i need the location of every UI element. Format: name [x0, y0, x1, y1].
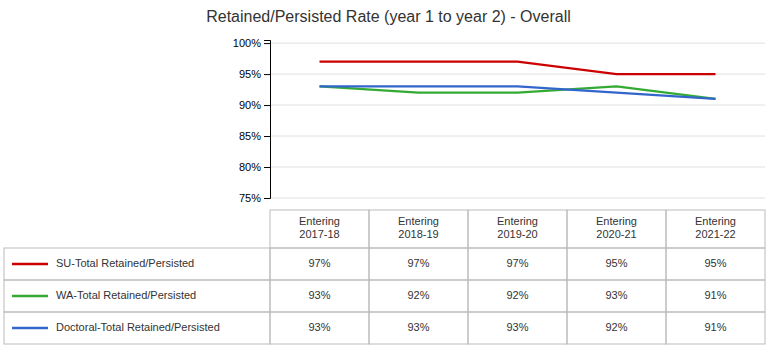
grid: [270, 43, 765, 198]
column-header: Entering2021-22: [695, 215, 736, 240]
column-header-line: Entering: [497, 215, 538, 227]
legend-entry: Doctoral-Total Retained/Persisted: [56, 321, 220, 333]
table-value: 93%: [605, 289, 627, 301]
y-tick-label: 85%: [239, 130, 261, 142]
table-cell: [468, 210, 567, 248]
y-tick-mark: [264, 74, 270, 75]
table-cell: [567, 280, 666, 312]
table-cell: [270, 280, 369, 312]
grid-line: [270, 43, 765, 44]
title: Retained/Persisted Rate (year 1 to year …: [206, 8, 571, 25]
table-cell: [567, 312, 666, 344]
table-cell: [369, 312, 468, 344]
legend-entry: WA-Total Retained/Persisted: [56, 289, 196, 301]
table-value: 91%: [704, 321, 726, 333]
table-value: 93%: [506, 321, 528, 333]
table-cell: [666, 248, 765, 280]
table-cell: [666, 280, 765, 312]
grid-line: [270, 105, 765, 106]
y-tick-label: 80%: [239, 161, 261, 173]
grid-line: [270, 198, 765, 199]
legend-entry: SU-Total Retained/Persisted: [56, 257, 194, 269]
y-tick: 95%: [239, 68, 270, 80]
column-header-line: Entering: [596, 215, 637, 227]
table-value: 93%: [308, 321, 330, 333]
table-cell: [270, 248, 369, 280]
y-tick: 80%: [239, 161, 270, 173]
table-value: 95%: [704, 257, 726, 269]
y-tick-mark: [264, 105, 270, 106]
y-tick-mark: [264, 167, 270, 168]
legend-swatch: [12, 295, 48, 298]
y-tick-label: 100%: [233, 37, 261, 49]
table-cell: [468, 248, 567, 280]
table-cell: [270, 210, 369, 248]
y-axis: 75% 80% 85% 90% 95% 100%: [233, 37, 271, 204]
y-tick: 85%: [239, 130, 270, 142]
legend-swatch: [12, 263, 48, 266]
y-tick-mark: [264, 43, 270, 44]
column-header: Entering2018-19: [398, 215, 439, 240]
y-axis-line: [264, 41, 271, 199]
table-cell: [4, 280, 270, 312]
table-cell: [4, 312, 270, 344]
table-cell: [666, 312, 765, 344]
y-tick-label: 75%: [239, 192, 261, 204]
column-header-line: Entering: [299, 215, 340, 227]
table-value: 91%: [704, 289, 726, 301]
table-cell: [369, 280, 468, 312]
y-tick: 75%: [239, 192, 270, 204]
y-tick: 100%: [233, 37, 270, 49]
series-line: [320, 86, 716, 98]
table-cell: [567, 210, 666, 248]
table-value: 92%: [407, 289, 429, 301]
table-cell: [270, 312, 369, 344]
column-header-line: 2021-22: [695, 228, 735, 240]
table-cell: [4, 248, 270, 280]
table-value: 93%: [407, 321, 429, 333]
table-value: 95%: [605, 257, 627, 269]
column-header: Entering2017-18: [299, 215, 340, 240]
background: [0, 0, 777, 349]
grid-line: [270, 136, 765, 137]
series-line: [320, 62, 716, 74]
column-header: Entering2019-20: [497, 215, 538, 240]
table: Entering2017-18Entering2018-19Entering20…: [4, 210, 765, 344]
table-value: 92%: [605, 321, 627, 333]
y-tick: 90%: [239, 99, 270, 111]
lines: [320, 62, 716, 99]
legend-swatch: [12, 327, 48, 330]
table-cell: [468, 280, 567, 312]
table-value: 97%: [506, 257, 528, 269]
column-header-line: 2019-20: [497, 228, 537, 240]
table-value: 92%: [506, 289, 528, 301]
table-cell: [468, 312, 567, 344]
table-cell: [666, 210, 765, 248]
column-header-line: 2018-19: [398, 228, 438, 240]
series-line: [320, 86, 716, 98]
table-value: 97%: [407, 257, 429, 269]
table-value: 93%: [308, 289, 330, 301]
column-header-line: Entering: [398, 215, 439, 227]
table-cell: [369, 210, 468, 248]
grid-line: [270, 167, 765, 168]
table-cell: [369, 248, 468, 280]
chart: Retained/Persisted Rate (year 1 to year …: [0, 0, 777, 349]
y-tick-label: 95%: [239, 68, 261, 80]
table-cell: [567, 248, 666, 280]
column-header: Entering2020-21: [596, 215, 637, 240]
column-header-line: 2020-21: [596, 228, 636, 240]
y-tick-mark: [264, 136, 270, 137]
y-tick-mark: [264, 198, 270, 199]
column-header-line: Entering: [695, 215, 736, 227]
y-tick-label: 90%: [239, 99, 261, 111]
column-header-line: 2017-18: [299, 228, 339, 240]
table-value: 97%: [308, 257, 330, 269]
